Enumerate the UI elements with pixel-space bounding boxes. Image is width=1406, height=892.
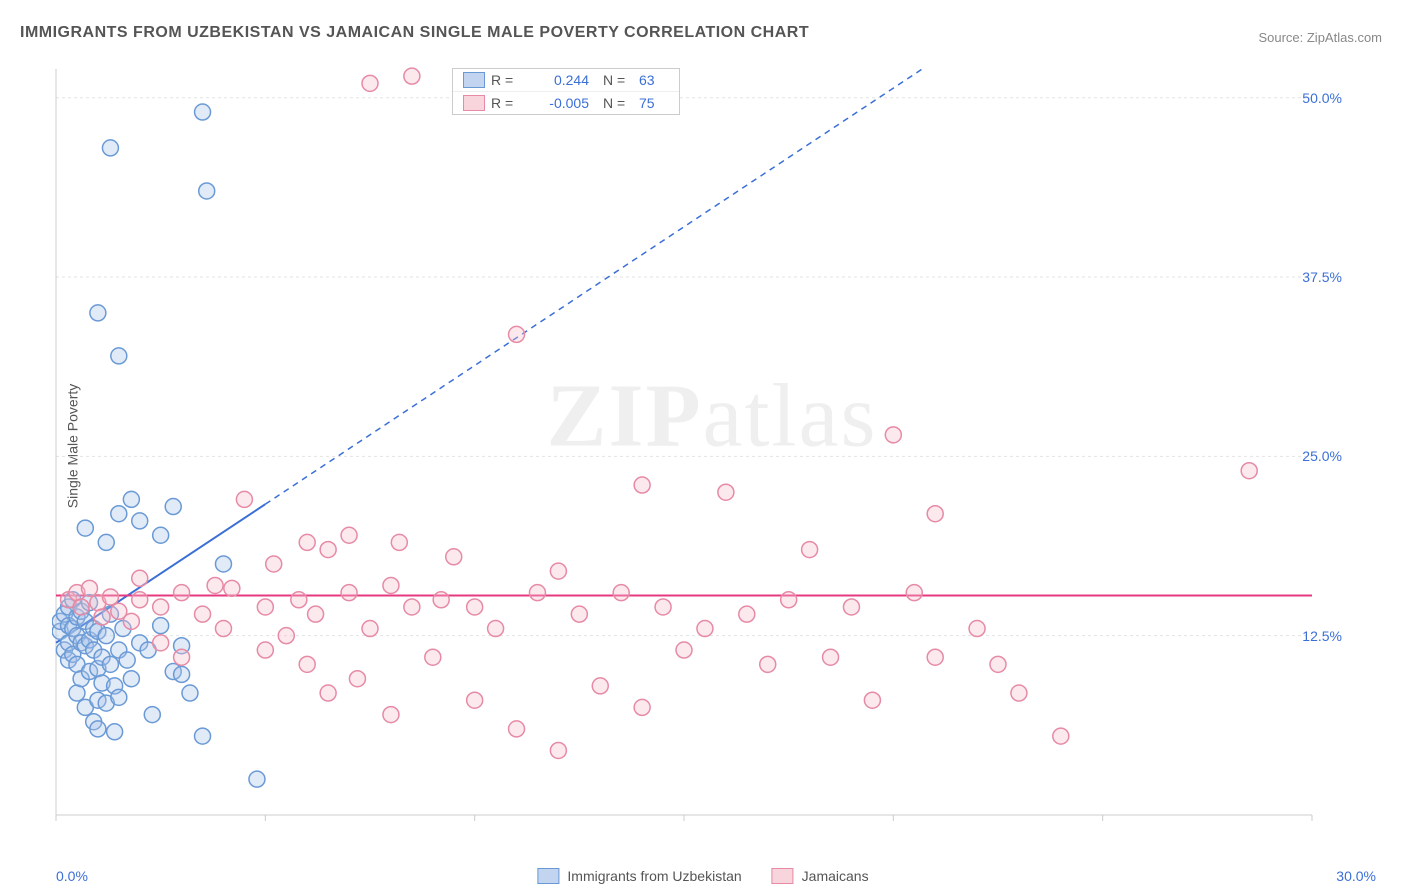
- swatch-blue-icon: [537, 868, 559, 884]
- source-label: Source: ZipAtlas.com: [1258, 30, 1382, 45]
- legend-item-uzbekistan: Immigrants from Uzbekistan: [537, 868, 741, 884]
- series-legend: Immigrants from Uzbekistan Jamaicans: [537, 868, 868, 884]
- x-axis-end: 30.0%: [1336, 868, 1376, 884]
- x-axis-start: 0.0%: [56, 868, 88, 884]
- legend-row-pink: R = -0.005 N = 75: [453, 91, 679, 114]
- r-value-pink: -0.005: [529, 95, 589, 111]
- n-label: N =: [603, 72, 633, 88]
- n-value-pink: 75: [639, 95, 669, 111]
- swatch-blue-icon: [463, 72, 485, 88]
- y-tick-label: 12.5%: [1302, 628, 1342, 644]
- n-value-blue: 63: [639, 72, 669, 88]
- n-label: N =: [603, 95, 633, 111]
- r-label: R =: [491, 95, 523, 111]
- r-label: R =: [491, 72, 523, 88]
- legend-label: Jamaicans: [802, 868, 869, 884]
- legend-item-jamaicans: Jamaicans: [772, 868, 869, 884]
- scatter-plot: [52, 65, 1372, 845]
- legend-row-blue: R = 0.244 N = 63: [453, 69, 679, 91]
- legend-label: Immigrants from Uzbekistan: [567, 868, 741, 884]
- y-tick-label: 25.0%: [1302, 448, 1342, 464]
- chart-title: IMMIGRANTS FROM UZBEKISTAN VS JAMAICAN S…: [20, 24, 809, 42]
- swatch-pink-icon: [463, 95, 485, 111]
- r-value-blue: 0.244: [529, 72, 589, 88]
- chart-area: ZIPatlas 12.5%25.0%37.5%50.0%: [52, 65, 1372, 845]
- y-tick-label: 50.0%: [1302, 90, 1342, 106]
- correlation-legend: R = 0.244 N = 63 R = -0.005 N = 75: [452, 68, 680, 115]
- y-tick-label: 37.5%: [1302, 269, 1342, 285]
- swatch-pink-icon: [772, 868, 794, 884]
